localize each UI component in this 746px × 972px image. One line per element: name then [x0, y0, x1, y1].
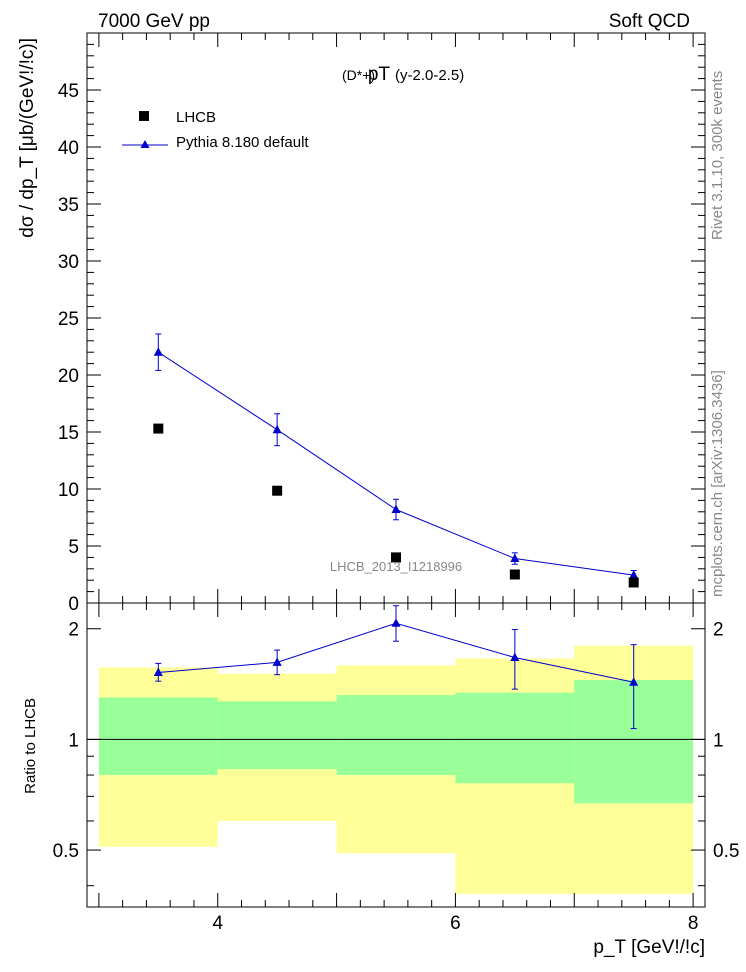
inner-band-bin [98, 697, 218, 776]
x-tick-label: 4 [212, 913, 223, 934]
data-point [153, 423, 164, 434]
ratio-y-tick-label: 1 [68, 730, 79, 751]
ratio-y-tick-label-right: 2 [713, 620, 724, 641]
y-tick-label: 5 [68, 537, 79, 558]
ratio-plot-panel [86, 602, 706, 908]
ratio-y-tick-label-right: 1 [713, 730, 724, 751]
legend-mc-marker [140, 140, 150, 148]
y-tick-label: 40 [58, 138, 79, 159]
ratio-data-series [153, 605, 639, 730]
ratio-uncertainty-bands [98, 645, 694, 894]
ratio-y-tick-label: 0.5 [53, 841, 79, 862]
y-tick-label: 10 [58, 480, 79, 501]
plot-title-particle: (D*+) [342, 67, 375, 83]
ratio-y-tick-label: 2 [68, 620, 79, 641]
y-tick-label: 45 [58, 81, 79, 102]
main-y-axis-label: dσ / dp_T [μb/(GeV!/!c)] [17, 38, 38, 238]
y-tick-label: 15 [58, 423, 79, 444]
data-point [391, 552, 401, 563]
main-y-axis: 0 5 10 15 20 25 30 35 40 45 [58, 43, 705, 615]
plot-title-range: (y-2.0-2.5) [395, 67, 464, 84]
y-tick-label: 20 [58, 366, 79, 387]
mc-point [629, 570, 639, 579]
data-point [509, 569, 520, 580]
mcplots-reference-label: mcplots.cern.ch [arXiv:1306.3436] [709, 370, 726, 597]
legend-data-marker [139, 111, 149, 121]
ratio-frame-border [86, 602, 706, 908]
mc-point [510, 553, 520, 563]
mc-line [158, 351, 634, 576]
analysis-id-label: LHCB_2013_I1218996 [330, 559, 462, 574]
inner-band-bin [217, 701, 337, 770]
mc-point [153, 347, 163, 356]
mc-point [391, 504, 401, 514]
ratio-mc-point [153, 667, 163, 677]
main-data-series [153, 333, 639, 588]
ratio-y-axis-label: Ratio to LHCB [22, 698, 39, 794]
data-point [272, 485, 283, 496]
header-beam-label: 7000 GeV pp [98, 11, 210, 32]
legend-data-label: LHCB [176, 109, 216, 126]
y-tick-label: 30 [58, 252, 79, 273]
inner-band-bin [455, 692, 575, 784]
x-tick-label: 6 [450, 913, 461, 934]
x-tick-label: 8 [688, 913, 699, 934]
y-tick-label: 0 [68, 594, 79, 615]
legend-mc-label: Pythia 8.180 default [176, 134, 309, 151]
ratio-y-axis: 0.5 0.5 1 1 2 2 [53, 620, 739, 887]
x-axis: 4 6 8 [98, 33, 699, 934]
rivet-version-label: Rivet 3.1.10, 300k events [709, 71, 726, 240]
header-process-label: Soft QCD [609, 11, 690, 32]
plot-title: pT [368, 64, 391, 85]
ratio-y-tick-label-right: 0.5 [713, 841, 739, 862]
y-tick-label: 25 [58, 309, 79, 330]
ratio-mc-point [510, 652, 520, 662]
ratio-mc-point [629, 677, 639, 686]
plot-title-main: pT [368, 64, 391, 85]
y-tick-label: 35 [58, 195, 79, 216]
ratio-mc-point [391, 618, 401, 627]
mc-point [272, 424, 282, 434]
x-axis-label: p_T [GeV!/!c] [593, 937, 705, 958]
data-point [628, 577, 639, 588]
inner-band-bin [336, 695, 456, 776]
ratio-mc-point [272, 657, 282, 666]
